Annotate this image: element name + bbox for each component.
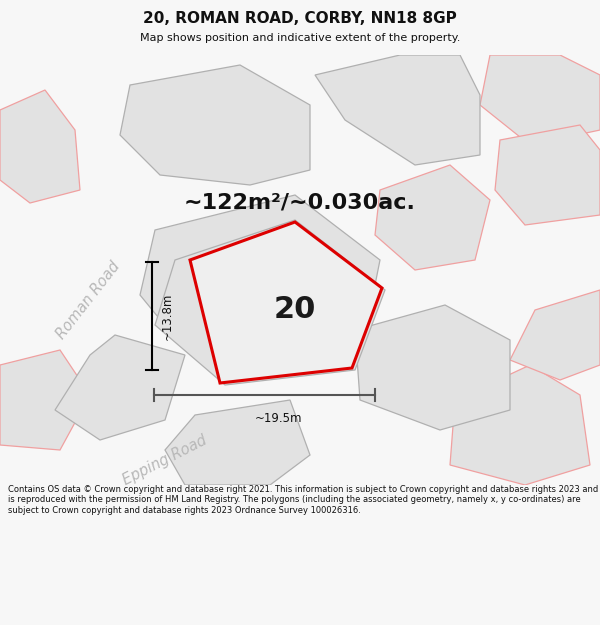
Polygon shape xyxy=(190,222,382,383)
Polygon shape xyxy=(120,65,310,185)
Text: ~122m²/~0.030ac.: ~122m²/~0.030ac. xyxy=(184,193,416,213)
Polygon shape xyxy=(140,195,380,355)
Polygon shape xyxy=(510,290,600,380)
Polygon shape xyxy=(450,365,590,485)
Text: ~19.5m: ~19.5m xyxy=(254,412,302,425)
Polygon shape xyxy=(375,165,490,270)
Text: 20: 20 xyxy=(274,296,316,324)
Polygon shape xyxy=(495,125,600,225)
Text: Contains OS data © Crown copyright and database right 2021. This information is : Contains OS data © Crown copyright and d… xyxy=(8,485,598,515)
Text: ~13.8m: ~13.8m xyxy=(161,292,174,340)
Text: Epping Road: Epping Road xyxy=(121,432,209,488)
Polygon shape xyxy=(0,90,80,203)
Polygon shape xyxy=(0,350,90,450)
Polygon shape xyxy=(315,55,480,165)
Text: Roman Road: Roman Road xyxy=(53,259,123,341)
Polygon shape xyxy=(355,305,510,430)
Polygon shape xyxy=(55,335,185,440)
Polygon shape xyxy=(155,220,385,385)
Text: 20, ROMAN ROAD, CORBY, NN18 8GP: 20, ROMAN ROAD, CORBY, NN18 8GP xyxy=(143,11,457,26)
Polygon shape xyxy=(165,400,310,485)
Polygon shape xyxy=(480,55,600,145)
Text: Map shows position and indicative extent of the property.: Map shows position and indicative extent… xyxy=(140,33,460,43)
